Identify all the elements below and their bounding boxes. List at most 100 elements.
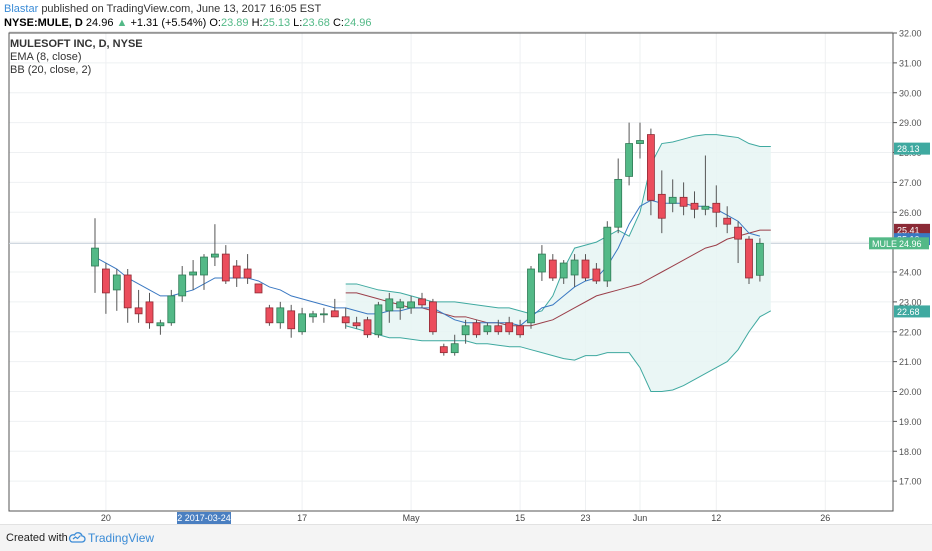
candle-body bbox=[298, 313, 307, 333]
x-tick-label: 17 bbox=[297, 513, 307, 523]
candle-body bbox=[254, 283, 263, 294]
bb-upper-line bbox=[345, 134, 771, 315]
open-value: 23.89 bbox=[220, 17, 249, 29]
candle-body bbox=[112, 274, 121, 291]
publish-line: Blastar published on TradingView.com, Ju… bbox=[4, 3, 321, 15]
footer-bar: Created with TradingView bbox=[0, 524, 932, 551]
candle-body bbox=[516, 325, 524, 336]
candle-body bbox=[745, 238, 753, 279]
candle-body bbox=[581, 259, 590, 279]
candle-body bbox=[603, 226, 612, 282]
y-tick-label: 31.00 bbox=[899, 58, 922, 68]
author-link[interactable]: Blastar bbox=[4, 3, 39, 15]
y-tick-label: 21.00 bbox=[899, 357, 922, 367]
publish-info: published on TradingView.com, June 13, 2… bbox=[41, 3, 322, 15]
candle-body bbox=[156, 322, 165, 327]
candle-body bbox=[712, 202, 721, 213]
ohlc-line: NYSE:MULE, D 24.96 ▲ +1.31 (+5.54%) O:23… bbox=[4, 17, 371, 29]
y-tick-label: 18.00 bbox=[899, 447, 922, 457]
bb-band-fill bbox=[345, 134, 771, 392]
x-tick-label: 12 bbox=[711, 513, 721, 523]
candle-body bbox=[657, 193, 666, 219]
price-label-text: 22.68 bbox=[897, 307, 920, 317]
cloud-logo-icon bbox=[68, 532, 86, 543]
candle-body bbox=[679, 196, 688, 207]
candle-body bbox=[265, 307, 274, 324]
high-value: 25.13 bbox=[262, 17, 291, 29]
close-label: C: bbox=[332, 17, 344, 29]
x-tick-label: May bbox=[403, 513, 421, 523]
candle-body bbox=[548, 259, 557, 279]
bb-lower-line bbox=[345, 310, 772, 392]
y-tick-label: 27.00 bbox=[899, 178, 922, 188]
candle-body bbox=[636, 140, 644, 144]
candle-body bbox=[145, 301, 154, 324]
y-tick-label: 20.00 bbox=[899, 387, 922, 397]
x-tick-label: 15 bbox=[515, 513, 525, 523]
legend-ema: EMA (8, close) bbox=[10, 51, 82, 63]
y-tick-label: 24.00 bbox=[899, 268, 922, 278]
candle-body bbox=[189, 271, 198, 276]
candle-body bbox=[647, 134, 655, 201]
candle-body bbox=[385, 298, 394, 312]
price-label-text: 28.13 bbox=[897, 144, 920, 154]
candle-body bbox=[363, 319, 372, 336]
close-value: 24.96 bbox=[343, 17, 372, 29]
candle-body bbox=[527, 268, 535, 324]
price-label-box bbox=[894, 305, 930, 318]
y-tick-label: 17.00 bbox=[899, 477, 922, 487]
candle-body bbox=[178, 274, 187, 297]
y-tick-label: 30.00 bbox=[899, 88, 922, 98]
y-tick-label: 22.00 bbox=[899, 327, 922, 337]
y-tick-label: 23.00 bbox=[899, 297, 922, 307]
candle-body bbox=[341, 316, 350, 324]
x-highlight-box bbox=[177, 512, 231, 524]
candle-body bbox=[221, 253, 230, 282]
price-chart[interactable]: 32.0031.0030.0029.0028.0027.0026.0025.00… bbox=[0, 0, 932, 524]
price-label-text: MULE bbox=[872, 239, 897, 249]
candle-body bbox=[570, 259, 579, 276]
candle-body bbox=[472, 322, 481, 336]
candle-body bbox=[374, 304, 383, 336]
open-label: O: bbox=[209, 17, 221, 29]
price-label-box bbox=[869, 237, 929, 250]
candle-body bbox=[167, 295, 176, 324]
x-tick-label: Jun bbox=[633, 513, 648, 523]
candle-body bbox=[690, 202, 699, 210]
candle-body bbox=[232, 265, 241, 279]
candle-body bbox=[559, 262, 568, 279]
candle-body bbox=[494, 325, 503, 333]
legend-title: MULESOFT INC, D, NYSE bbox=[10, 38, 143, 50]
candle-body bbox=[91, 247, 99, 267]
candle-body bbox=[210, 253, 219, 258]
candle-body bbox=[330, 310, 339, 318]
candle-body bbox=[276, 307, 285, 324]
candle-body bbox=[418, 298, 426, 306]
y-tick-label: 26.00 bbox=[899, 208, 922, 218]
legend-bb: BB (20, close, 2) bbox=[10, 64, 92, 76]
candle-body bbox=[319, 313, 328, 316]
candle-body bbox=[505, 322, 514, 333]
up-arrow-icon: ▲ bbox=[116, 17, 128, 29]
candle-body bbox=[483, 325, 492, 333]
y-tick-label: 32.00 bbox=[899, 29, 922, 39]
candle-body bbox=[102, 268, 110, 294]
y-tick-label: 19.00 bbox=[899, 417, 922, 427]
candle-body bbox=[538, 253, 546, 273]
chart-legend: MULESOFT INC, D, NYSE EMA (8, close) BB … bbox=[10, 38, 143, 77]
candle-body bbox=[625, 143, 633, 177]
candle-body bbox=[734, 226, 742, 240]
symbol-label: NYSE:MULE, D bbox=[4, 17, 83, 29]
candle-body bbox=[123, 274, 132, 309]
tradingview-brand[interactable]: TradingView bbox=[88, 531, 155, 545]
candle-body bbox=[243, 268, 252, 279]
candle-body bbox=[134, 307, 143, 315]
candle-body bbox=[461, 325, 470, 336]
candle-body bbox=[428, 301, 437, 333]
price-label-box bbox=[894, 223, 930, 236]
y-tick-label: 29.00 bbox=[899, 118, 922, 128]
chart-header: Blastar published on TradingView.com, Ju… bbox=[0, 0, 932, 30]
candle-body bbox=[287, 310, 296, 330]
ema-line bbox=[94, 199, 761, 327]
price-label-value: 24.96 bbox=[899, 239, 922, 249]
